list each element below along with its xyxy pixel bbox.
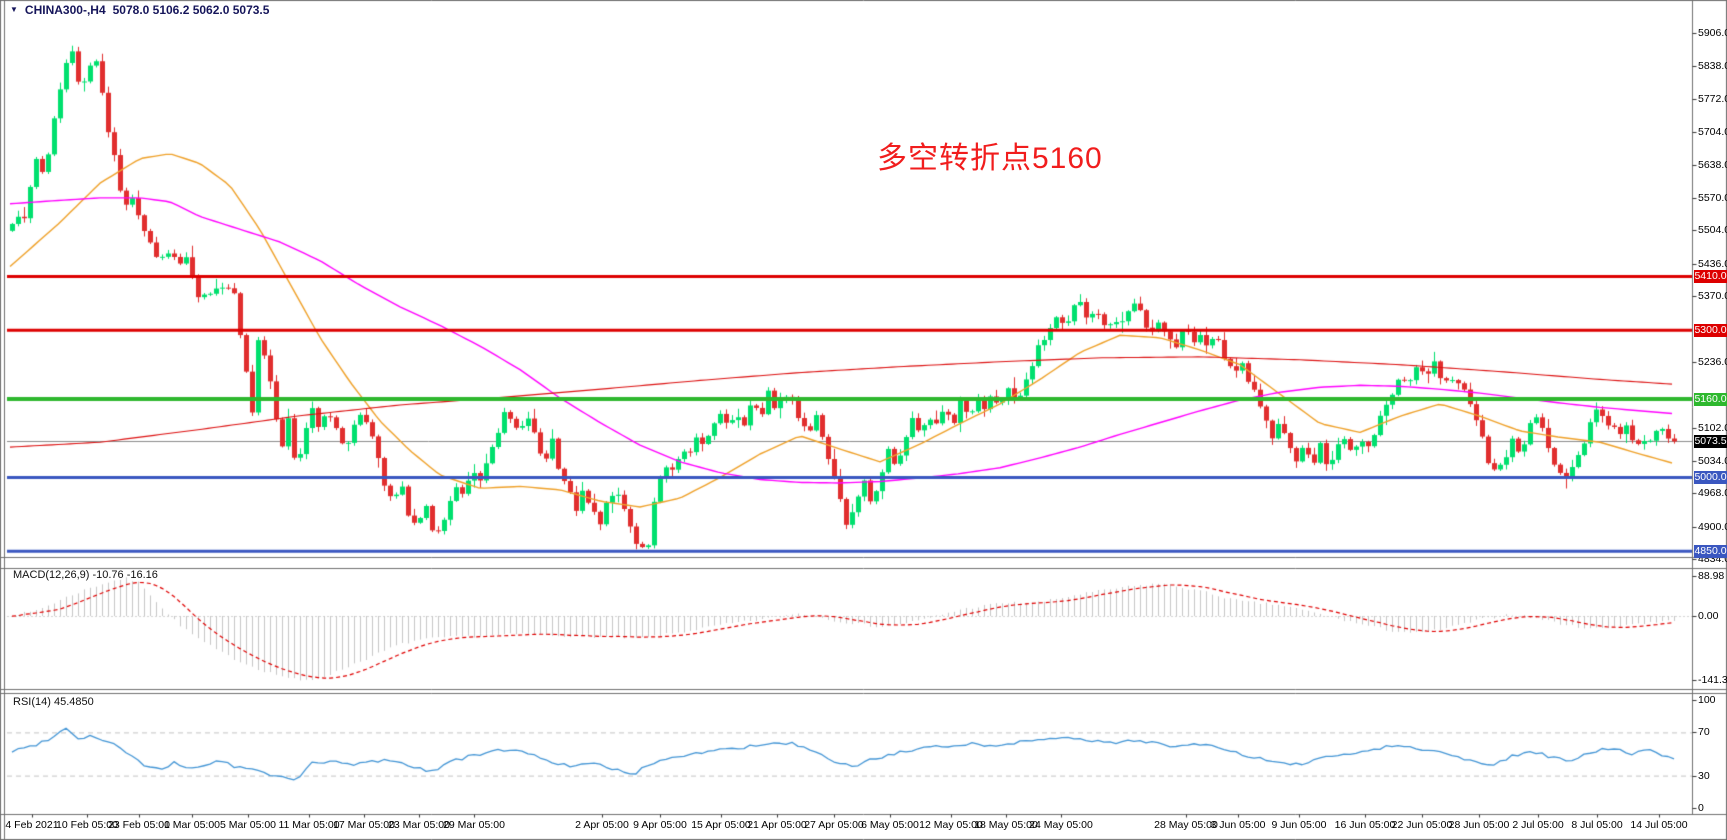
price-level-badge: 4850.0 <box>1694 544 1727 558</box>
price-tick-label: 5772.0 <box>1698 92 1727 105</box>
time-tick-label: 5 Mar 05:00 <box>219 819 277 831</box>
time-tick-label: 29 Mar 05:00 <box>443 819 505 831</box>
time-tick-label: 17 Mar 05:00 <box>333 819 395 831</box>
price-tick-label: 5504.0 <box>1698 224 1727 237</box>
time-tick-label: 23 Mar 05:00 <box>388 819 450 831</box>
price-tick-label: 5034.0 <box>1698 454 1727 467</box>
time-tick-label: 9 Apr 05:00 <box>633 819 687 831</box>
price-tick-label: 4968.0 <box>1698 487 1727 500</box>
rsi-tick-label: 100 <box>1698 694 1716 706</box>
time-tick-label: 16 Jun 05:00 <box>1334 819 1396 831</box>
time-tick-label: 2 Apr 05:00 <box>575 819 629 831</box>
time-tick-label: 6 May 05:00 <box>861 819 919 831</box>
time-tick-label: 10 Feb 05:00 <box>56 819 118 831</box>
annotation-text[interactable]: 多空转折点5160 <box>877 142 1103 175</box>
rsi-tick-label: 70 <box>1698 726 1710 739</box>
rsi-tick-label: 30 <box>1698 769 1710 782</box>
symbol-dropdown-icon[interactable]: ▼ <box>10 4 18 14</box>
price-tick-label: 5838.0 <box>1698 60 1727 73</box>
bid-price-badge: 5073.5 <box>1694 434 1727 448</box>
time-tick-label: 22 Jun 05:00 <box>1391 819 1453 831</box>
price-level-badge: 5160.0 <box>1694 392 1727 406</box>
time-tick-label: 12 May 05:00 <box>919 819 983 831</box>
time-tick-label: 21 Apr 05:00 <box>747 819 807 831</box>
price-tick-label: 5102.0 <box>1698 421 1727 434</box>
chart-title: ▼ CHINA300-,H4 5078.0 5106.2 5062.0 5073… <box>10 3 269 17</box>
price-tick-label: 5370.0 <box>1698 290 1727 302</box>
time-tick-label: 2 Jul 05:00 <box>1512 819 1564 831</box>
time-tick-label: 8 Jul 05:00 <box>1571 819 1623 831</box>
time-tick-label: 23 Feb 05:00 <box>108 819 170 831</box>
price-level-badge: 5000.0 <box>1694 471 1727 485</box>
rsi-indicator-label: RSI(14) 45.4850 <box>13 696 94 708</box>
panel-separator[interactable] <box>0 553 1727 564</box>
price-tick-label: 5704.0 <box>1698 126 1727 139</box>
macd-tick-label: 0.00 <box>1698 610 1719 622</box>
rsi-tick-label: 0 <box>1698 802 1704 814</box>
time-tick-label: 11 Mar 05:00 <box>278 819 340 831</box>
macd-indicator-label: MACD(12,26,9) -10.76 -16.16 <box>13 569 158 581</box>
chart-title-symbol: CHINA300-,H4 <box>24 3 106 17</box>
price-tick-label: 4900.0 <box>1698 520 1727 533</box>
time-tick-label: 18 May 05:00 <box>974 819 1038 831</box>
time-tick-label: 3 Jun 05:00 <box>1210 819 1266 831</box>
panel-separator[interactable] <box>0 685 1727 696</box>
price-tick-label: 5570.0 <box>1698 191 1727 204</box>
chart-title-ohlc: 5078.0 5106.2 5062.0 5073.5 <box>112 3 270 17</box>
time-tick-label: 27 Apr 05:00 <box>804 819 864 831</box>
price-tick-label: 5436.0 <box>1698 257 1727 270</box>
macd-tick-label: -141.39 <box>1698 674 1727 687</box>
price-tick-label: 5638.0 <box>1698 158 1727 171</box>
time-tick-label: 15 Apr 05:00 <box>691 819 751 831</box>
time-tick-label: 24 May 05:00 <box>1029 819 1093 831</box>
macd-tick-label: 88.98 <box>1698 569 1725 582</box>
time-tick-label: 4 Feb 2021 <box>5 819 59 831</box>
price-level-badge: 5300.0 <box>1694 323 1727 337</box>
time-tick-label: 28 Jun 05:00 <box>1448 819 1510 831</box>
price-tick-label: 5906.0 <box>1698 27 1727 39</box>
time-tick-label: 9 Jun 05:00 <box>1271 819 1327 831</box>
time-tick-label: 28 May 05:00 <box>1154 819 1218 831</box>
price-level-badge: 5410.0 <box>1694 269 1727 283</box>
time-tick-label: 1 Mar 05:00 <box>163 819 221 831</box>
time-tick-label: 14 Jul 05:00 <box>1630 819 1688 831</box>
price-tick-label: 5236.0 <box>1698 355 1727 368</box>
